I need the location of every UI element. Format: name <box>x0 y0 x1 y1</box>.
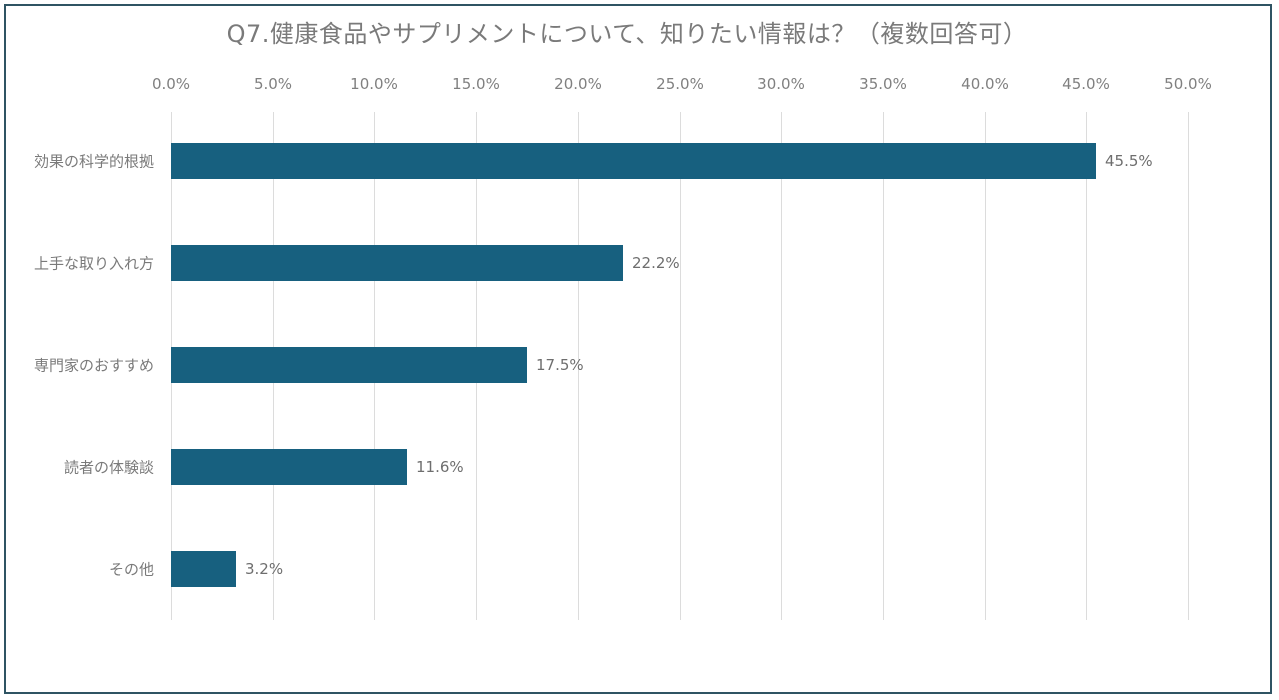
chart-title: Q7.健康食品やサプリメントについて、知りたい情報は？（複数回答可） <box>226 20 1028 48</box>
data-label: 22.2% <box>632 254 680 272</box>
x-tick-label: 45.0% <box>1062 75 1110 93</box>
category-label: その他 <box>108 560 154 579</box>
data-label: 45.5% <box>1105 152 1153 170</box>
x-tick-label: 30.0% <box>757 75 805 93</box>
data-label: 17.5% <box>536 356 584 374</box>
x-tick-label: 50.0% <box>1164 75 1212 93</box>
gridline <box>680 112 681 620</box>
x-tick-label: 20.0% <box>554 75 602 93</box>
x-tick-label: 10.0% <box>350 75 398 93</box>
x-tick-label: 0.0% <box>151 75 191 93</box>
category-label: 専門家のおすすめ <box>33 356 154 375</box>
bar <box>171 245 623 281</box>
x-tick-label: 15.0% <box>452 75 500 93</box>
gridline <box>578 112 579 620</box>
category-label: 読者の体験談 <box>63 458 154 477</box>
x-tick-label: 35.0% <box>859 75 907 93</box>
gridline <box>1188 112 1189 620</box>
gridline <box>985 112 986 620</box>
gridline <box>883 112 884 620</box>
gridline <box>1086 112 1087 620</box>
category-label: 効果の科学的根拠 <box>33 152 154 171</box>
bar <box>171 551 236 587</box>
bar <box>171 347 527 383</box>
x-tick-label: 5.0% <box>253 75 293 93</box>
data-label: 3.2% <box>245 560 284 578</box>
x-tick-label: 40.0% <box>961 75 1009 93</box>
gridline <box>781 112 782 620</box>
data-label: 11.6% <box>416 458 464 476</box>
bar <box>171 143 1096 179</box>
bar <box>171 449 407 485</box>
category-label: 上手な取り入れ方 <box>33 254 154 273</box>
x-tick-label: 25.0% <box>656 75 704 93</box>
